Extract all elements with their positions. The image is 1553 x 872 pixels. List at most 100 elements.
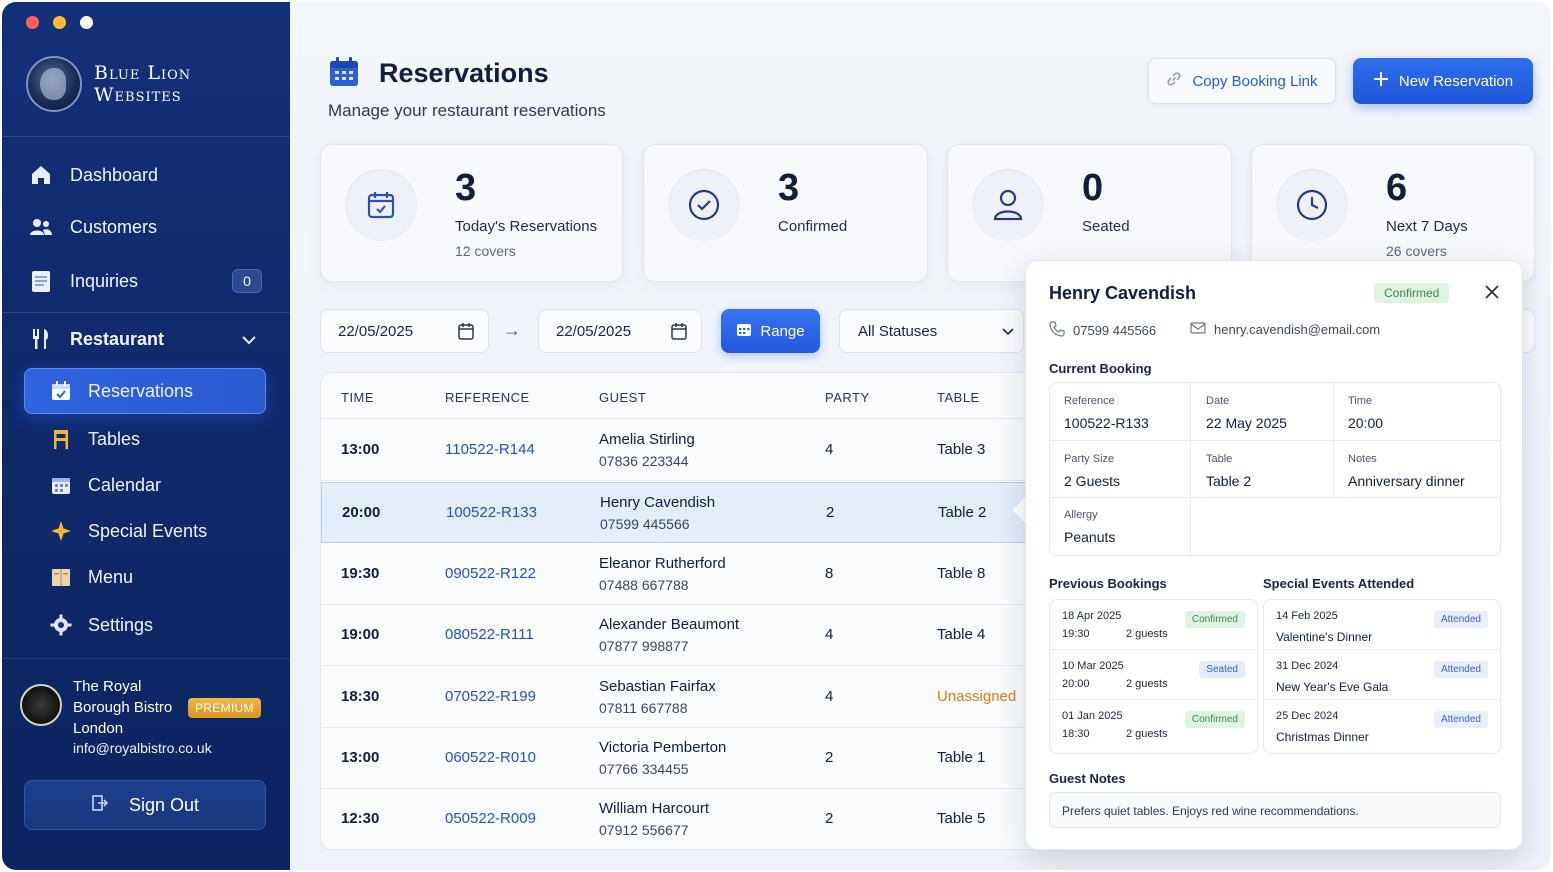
table-row-selected[interactable]: 20:00 100522-R133 Henry Cavendish 07599 … [321,482,1049,543]
sparkle-icon [48,518,74,544]
sidebar-item-reservations[interactable]: Reservations [24,368,266,414]
party-size: 2 [825,810,834,827]
status-filter-select[interactable]: All Statuses [839,309,1024,353]
field-label: Allergy [1064,509,1098,521]
chevron-down-icon[interactable] [242,329,256,350]
table-row[interactable]: 12:30 050522-R009 William Harcourt 07912… [321,789,1049,849]
reference-link[interactable]: 100522-R133 [446,504,537,521]
list-item[interactable]: 10 Mar 2025 20:00 2 guests Seated [1050,650,1257,700]
account-email: info@royalbistro.co.uk [73,740,212,756]
sidebar-item-label: Inquiries [70,270,139,291]
guest-email-contact[interactable]: henry.cavendish@email.com [1190,321,1380,338]
field-value: 20:00 [1348,415,1384,431]
status-badge: Confirmed [1374,283,1450,303]
table-row[interactable]: 19:30 090522-R122 Eleanor Rutherford 074… [321,544,1049,605]
close-window-button[interactable] [26,16,39,29]
sidebar-item-dashboard[interactable]: Dashboard [24,152,266,198]
reference-link[interactable]: 110522-R144 [445,441,535,458]
field-value: Table 2 [1206,473,1252,489]
list-item[interactable]: 14 Feb 2025 Valentine's Dinner Attended [1264,600,1500,650]
new-reservation-button[interactable]: New Reservation [1353,58,1533,104]
divider [1050,440,1500,441]
reference-link[interactable]: 080522-R111 [445,626,534,643]
table-assignment: Table 2 [938,504,987,521]
list-item[interactable]: 25 Dec 2024 Christmas Dinner Attended [1264,700,1500,750]
brand-logo[interactable]: Blue Lion Websites [26,56,191,112]
window-controls [26,16,93,29]
sidebar-item-settings[interactable]: Settings [24,602,266,648]
sidebar-item-menu[interactable]: Menu [24,554,266,600]
chevron-down-icon [1001,324,1015,341]
stat-card-today[interactable]: 3 Today's Reservations 12 covers [320,144,623,282]
plus-icon [1373,71,1389,91]
avatar [20,684,62,726]
status-badge: Attended [1433,611,1488,628]
booking-allergy: Allergy Peanuts [1064,509,1115,545]
stat-label: Seated [1082,218,1130,235]
clock-icon [1276,169,1348,241]
close-icon[interactable] [1483,283,1503,303]
copy-booking-link-button[interactable]: Copy Booking Link [1148,58,1336,104]
phone-icon [1049,321,1065,340]
list-item[interactable]: 01 Jan 2025 18:30 2 guests Confirmed [1050,700,1257,750]
special-events-heading: Special Events Attended [1263,576,1415,591]
date-from-input[interactable]: 22/05/2025 [320,309,489,353]
gear-icon [48,612,74,638]
reference-link[interactable]: 060522-R010 [445,749,536,766]
page-subtitle: Manage your restaurant reservations [328,101,606,120]
guest-phone-contact[interactable]: 07599 445566 [1049,321,1156,340]
column-header-party[interactable]: PARTY [825,390,870,405]
calendar-icon[interactable] [671,322,687,344]
sidebar-item-label: Dashboard [70,164,159,185]
sidebar-item-calendar[interactable]: Calendar [24,462,266,508]
column-header-table[interactable]: TABLE [937,390,980,405]
column-header-reference[interactable]: REFERENCE [445,390,530,405]
event-name: Christmas Dinner [1276,730,1369,744]
divider [1190,383,1191,557]
range-button[interactable]: Range [721,309,820,353]
guest-name: Alexander Beaumont [599,616,740,633]
sidebar-item-customers[interactable]: Customers [24,204,266,250]
field-label: Table [1206,453,1233,465]
range-label: Range [760,322,805,340]
sign-out-button[interactable]: Sign Out [24,780,266,830]
table-row[interactable]: 19:00 080522-R111 Alexander Beaumont 078… [321,605,1049,666]
reference-link[interactable]: 090522-R122 [445,565,536,582]
field-value: 100522-R133 [1064,415,1149,431]
table-row[interactable]: 18:30 070522-R199 Sebastian Fairfax 0781… [321,667,1049,728]
calendar-icon [48,472,74,498]
column-header-guest[interactable]: GUEST [599,390,647,405]
zoom-window-button[interactable] [80,16,93,29]
sidebar-item-inquiries[interactable]: Inquiries 0 [24,258,266,304]
booking-time: 20:00 [1062,678,1090,690]
sidebar-item-restaurant[interactable]: Restaurant [24,316,266,362]
date-to-input[interactable]: 22/05/2025 [538,309,702,353]
guest-name-heading: Henry Cavendish [1049,283,1197,303]
calendar-icon[interactable] [458,322,474,344]
list-item[interactable]: 18 Apr 2025 19:30 2 guests Confirmed [1050,600,1257,650]
table-row[interactable]: 13:00 060522-R010 Victoria Pemberton 077… [321,728,1049,789]
stat-card-confirmed[interactable]: 3 Confirmed [643,144,928,282]
inquiries-count-badge: 0 [232,269,262,293]
sidebar-item-tables[interactable]: Tables [24,416,266,462]
guest-phone: 07488 667788 [599,577,689,593]
date-to-value: 22/05/2025 [556,322,632,340]
column-header-time[interactable]: TIME [341,390,375,405]
guest-email-value: henry.cavendish@email.com [1214,322,1381,337]
minimize-window-button[interactable] [53,16,66,29]
reference-link[interactable]: 070522-R199 [445,688,536,705]
guest-name: Victoria Pemberton [599,739,727,756]
reference-link[interactable]: 050522-R009 [445,810,536,827]
sidebar-item-special-events[interactable]: Special Events [24,508,266,554]
stat-card-seated[interactable]: 0 Seated [947,144,1232,282]
party-size: 4 [825,626,834,643]
guest-phone: 07811 667788 [599,700,688,716]
stat-value: 3 [455,167,477,209]
guest-name: Sebastian Fairfax [599,678,716,695]
booking-reference: Reference 100522-R133 [1064,395,1149,431]
stat-card-next-7-days[interactable]: 6 Next 7 Days 26 covers [1251,144,1535,282]
table-row[interactable]: 13:00 110522-R144 Amelia Stirling 07836 … [321,420,1049,481]
chair-icon [48,426,74,452]
list-item[interactable]: 31 Dec 2024 New Year's Eve Gala Attended [1264,650,1500,700]
table-assignment: Table 5 [937,810,986,827]
